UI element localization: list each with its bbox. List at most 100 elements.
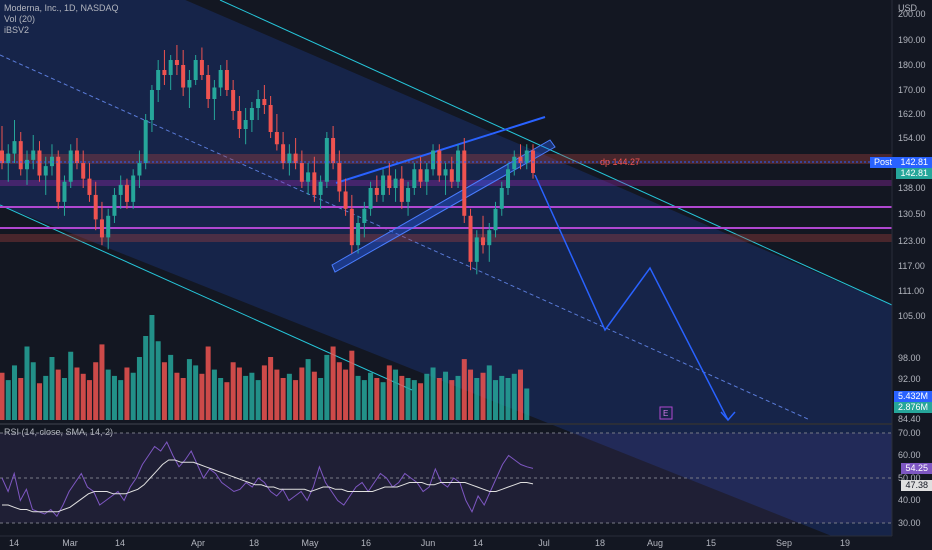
candle-body[interactable] (444, 169, 448, 175)
candle-body[interactable] (106, 216, 110, 238)
volume-bar (474, 378, 479, 420)
candle-body[interactable] (456, 151, 460, 182)
volume-bar (393, 370, 398, 420)
volume-bar (268, 357, 273, 420)
candle-body[interactable] (419, 169, 423, 182)
candle-body[interactable] (269, 105, 273, 132)
candle-body[interactable] (312, 172, 316, 195)
candle-body[interactable] (450, 169, 454, 182)
candle-body[interactable] (406, 188, 410, 202)
candle-body[interactable] (19, 141, 23, 169)
candle-body[interactable] (381, 176, 385, 195)
time-axis[interactable] (0, 536, 892, 550)
candle-body[interactable] (156, 70, 160, 90)
candle-body[interactable] (231, 90, 235, 111)
candle-body[interactable] (256, 99, 260, 108)
candle-body[interactable] (475, 237, 479, 261)
candle-body[interactable] (137, 163, 141, 176)
candle-body[interactable] (194, 60, 198, 80)
candle-body[interactable] (487, 230, 491, 245)
candle-body[interactable] (131, 176, 135, 202)
candle-body[interactable] (69, 151, 73, 182)
candle-body[interactable] (75, 151, 79, 164)
candle-body[interactable] (112, 195, 116, 216)
candle-body[interactable] (425, 169, 429, 182)
candle-body[interactable] (300, 163, 304, 182)
support-zone[interactable] (0, 234, 892, 242)
candle-body[interactable] (275, 132, 279, 144)
candle-body[interactable] (237, 111, 241, 129)
candle-body[interactable] (181, 65, 185, 88)
candle-body[interactable] (412, 169, 416, 188)
candle-body[interactable] (250, 108, 254, 120)
candle-body[interactable] (356, 223, 360, 245)
candle-body[interactable] (225, 70, 229, 90)
price-tick-label: 170.00 (898, 85, 926, 95)
rsi-tick-label: 60.00 (898, 450, 921, 460)
volume-bar (31, 362, 36, 420)
candle-body[interactable] (337, 163, 341, 191)
candle-body[interactable] (25, 160, 29, 169)
candle-body[interactable] (12, 141, 16, 154)
candle-body[interactable] (150, 90, 154, 120)
candle-body[interactable] (506, 169, 510, 188)
candle-body[interactable] (306, 172, 310, 181)
candle-body[interactable] (350, 209, 354, 245)
candle-body[interactable] (200, 60, 204, 75)
volume-bar (174, 373, 179, 420)
price-tick-label: 84.40 (898, 414, 921, 424)
candle-body[interactable] (494, 209, 498, 230)
candle-body[interactable] (325, 138, 329, 182)
candle-body[interactable] (281, 144, 285, 163)
candle-body[interactable] (50, 157, 54, 166)
candle-body[interactable] (375, 188, 379, 195)
candle-body[interactable] (394, 179, 398, 188)
candle-body[interactable] (87, 179, 91, 195)
candle-body[interactable] (44, 166, 48, 175)
symbol-title[interactable]: Moderna, Inc., 1D, NASDAQ (4, 3, 119, 14)
candle-body[interactable] (62, 182, 66, 202)
candle-body[interactable] (206, 75, 210, 99)
candle-body[interactable] (144, 120, 148, 163)
candle-body[interactable] (56, 157, 60, 202)
candle-body[interactable] (125, 185, 129, 202)
candle-body[interactable] (175, 60, 179, 65)
candle-body[interactable] (162, 70, 166, 75)
candle-body[interactable] (31, 151, 35, 160)
candle-body[interactable] (244, 120, 248, 129)
candle-body[interactable] (512, 157, 516, 170)
candle-body[interactable] (344, 191, 348, 208)
candle-body[interactable] (187, 80, 191, 88)
candle-body[interactable] (0, 151, 4, 164)
candle-body[interactable] (469, 216, 473, 262)
candle-body[interactable] (369, 188, 373, 209)
symbol-legend[interactable]: Moderna, Inc., 1D, NASDAQ Vol (20) iBSV2 (4, 3, 119, 36)
volume-bar (493, 380, 498, 420)
candle-body[interactable] (525, 151, 529, 164)
candle-body[interactable] (119, 185, 123, 195)
time-tick-label: Aug (647, 538, 663, 548)
candle-body[interactable] (400, 179, 404, 202)
candle-body[interactable] (262, 99, 266, 105)
candle-body[interactable] (94, 195, 98, 219)
candle-body[interactable] (219, 70, 223, 88)
candle-body[interactable] (100, 219, 104, 237)
ibsv-legend[interactable]: iBSV2 (4, 25, 119, 36)
candle-body[interactable] (431, 151, 435, 170)
candle-body[interactable] (331, 138, 335, 163)
candle-body[interactable] (481, 237, 485, 245)
candle-body[interactable] (387, 176, 391, 189)
candle-body[interactable] (212, 88, 216, 100)
candle-body[interactable] (437, 151, 441, 176)
volume-legend[interactable]: Vol (20) (4, 14, 119, 25)
candle-body[interactable] (37, 151, 41, 176)
candle-body[interactable] (362, 209, 366, 223)
candle-body[interactable] (462, 151, 466, 216)
candle-body[interactable] (319, 182, 323, 195)
rsi-legend[interactable]: RSI (14, close, SMA, 14, 2) (4, 427, 113, 438)
candle-body[interactable] (81, 163, 85, 179)
candle-body[interactable] (169, 60, 173, 75)
time-tick-label: Apr (191, 538, 205, 548)
candle-body[interactable] (500, 188, 504, 209)
